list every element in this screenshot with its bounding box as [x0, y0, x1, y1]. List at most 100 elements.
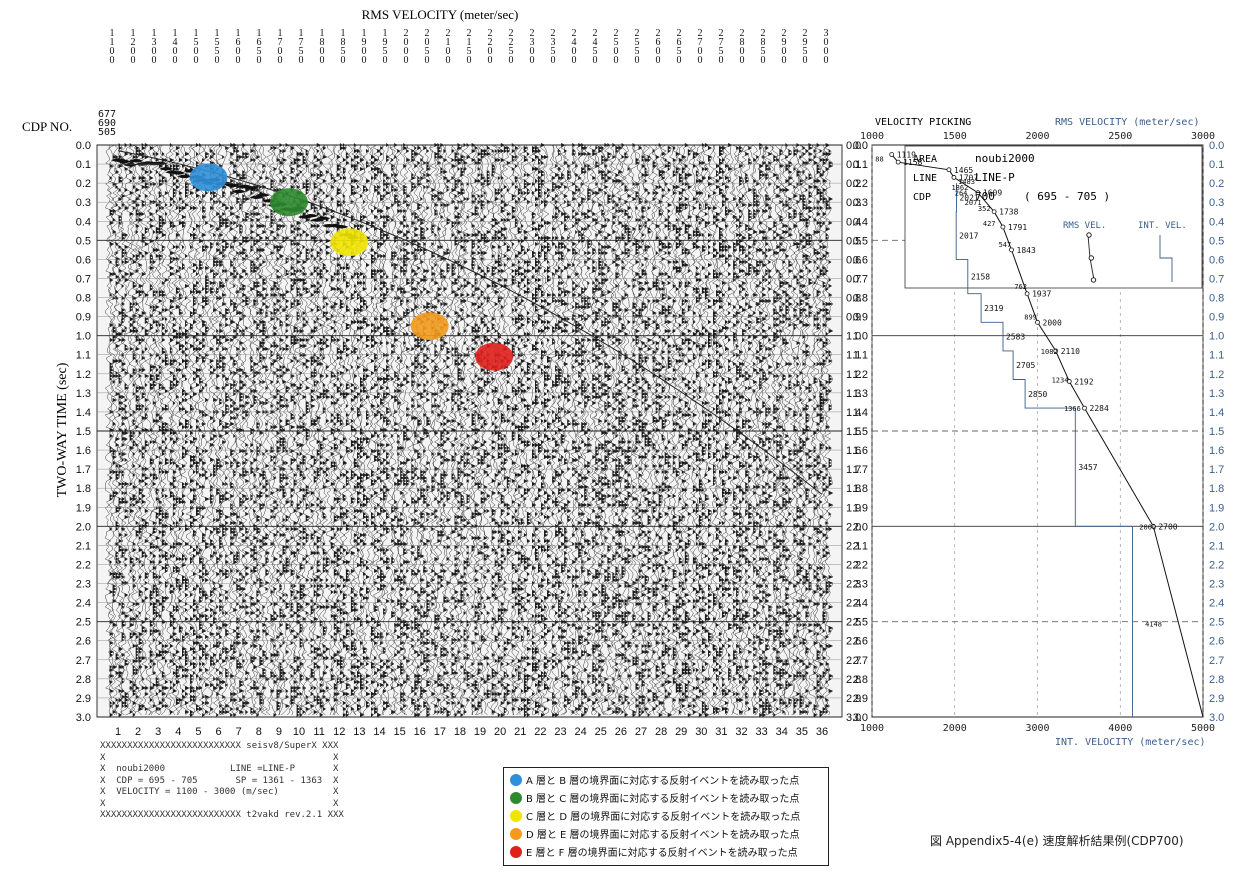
rms-tick-label: 2000 — [1025, 131, 1049, 142]
wiggle-trace-fill — [595, 146, 600, 702]
wiggle-trace — [489, 144, 500, 716]
top-axis-title: RMS VELOCITY (meter/sec) — [362, 7, 519, 22]
wiggle-trace-fill — [612, 143, 617, 714]
wiggle-trace-fill — [558, 149, 563, 663]
wiggle-trace — [274, 144, 285, 716]
trace-number-label: 36 — [816, 726, 828, 738]
legend-dot — [510, 773, 522, 786]
rms-pick-point — [895, 159, 901, 165]
picking-time-tick: 2.8 — [853, 674, 868, 686]
reflector-wavelet — [177, 174, 192, 179]
wiggle-trace-fill — [736, 146, 741, 702]
int-tick-label: 5000 — [1191, 723, 1215, 734]
legend-rms-label: RMS VEL. — [1063, 221, 1106, 231]
wiggle-trace-fill — [716, 164, 721, 714]
cdp-label: CDP NO. — [22, 119, 72, 134]
legend-text: A 層と B 層の境界面に対応する反射イベントを読み取った点 — [526, 776, 800, 787]
wiggle-trace-fill — [463, 143, 468, 714]
wiggle-trace-fill — [129, 143, 135, 714]
rms-tick-label: 2500 — [1108, 131, 1132, 142]
legend-item-c-d: C 層と D 層の境界面に対応する反射イベントを読み取った点 — [510, 807, 800, 824]
wiggle-trace-fill — [615, 146, 620, 714]
figure-caption: 図 Appendix5-4(e) 速度解析結果例(CDP700) — [930, 834, 1184, 848]
picking-time-tick-right: 0.1 — [1209, 159, 1224, 171]
time-tick-label: 2.4 — [846, 598, 861, 610]
wiggle-trace-fill — [152, 152, 158, 708]
time-tick-label: 2.7 — [846, 655, 861, 667]
wiggle-trace-fill — [124, 143, 129, 708]
wiggle-trace — [248, 144, 259, 716]
wiggle-trace — [455, 144, 466, 716]
wiggle-trace-fill — [121, 158, 126, 708]
wiggle-trace-fill — [748, 146, 753, 711]
wiggle-trace-fill — [773, 155, 778, 717]
time-tick-label: 2.3 — [846, 579, 861, 591]
wiggle-trace — [596, 144, 607, 716]
time-tick-label: 0.7 — [846, 273, 861, 285]
trace-number-label: 7 — [236, 726, 242, 738]
area-label: AREA — [913, 154, 937, 165]
picking-time-tick-right: 2.6 — [1209, 636, 1224, 648]
reflector-wavelet — [117, 159, 132, 164]
picking-time-tick: 0.0 — [853, 140, 868, 152]
wiggle-trace — [481, 144, 492, 716]
wiggle-trace-fill — [793, 149, 798, 714]
trace-number-label: 34 — [776, 726, 788, 738]
wiggle-trace-fill — [437, 143, 442, 714]
wiggle-trace — [708, 144, 718, 716]
wiggle-trace — [667, 144, 678, 716]
cdp-number: 677 — [98, 109, 116, 120]
rms-pick-label: 2192 — [1074, 377, 1093, 386]
picking-time-tick-right: 2.5 — [1209, 617, 1224, 629]
wiggle-trace — [763, 144, 774, 716]
wiggle-trace-fill — [135, 146, 141, 699]
wiggle-trace — [794, 144, 805, 716]
time-tick-label: 1.7 — [76, 464, 91, 476]
picking-time-tick: 0.7 — [853, 273, 868, 285]
wiggle-trace-fill — [511, 143, 516, 711]
picking-time-tick: 0.5 — [853, 235, 868, 247]
event-marker — [410, 312, 449, 341]
trace-number-label: 27 — [635, 726, 647, 738]
wiggle-trace-fill — [185, 152, 190, 714]
velocity-picking-panel: 0.0 0.0 0.1 0.1 0.2 0.2 0.3 0.3 0.4 0.4 0.5 0.5 0.6 0… — [853, 131, 1225, 734]
wiggle-trace-fill — [713, 191, 718, 714]
rms-pick-point — [1053, 348, 1059, 354]
picking-time-tick-right: 0.0 — [1209, 140, 1224, 152]
rms-pick-label: 2000 — [1043, 318, 1062, 327]
y-axis-label: TWO-WAY TIME (sec) — [55, 362, 70, 497]
wiggle-trace — [285, 144, 296, 716]
trace-number-label: 16 — [414, 726, 426, 738]
time-tick-label: 2.6 — [846, 636, 861, 648]
wiggle-trace-fill — [733, 197, 738, 696]
time-tick-label: 2.0 — [846, 521, 861, 533]
wiggle-trace-fill — [627, 167, 632, 705]
picking-title: VELOCITY PICKING — [875, 117, 971, 128]
trace-number-label: 26 — [615, 726, 627, 738]
interval-velocity-label: 2850 — [1028, 390, 1047, 399]
wiggle-trace — [171, 144, 181, 716]
wiggle-trace-fill — [466, 143, 471, 702]
wiggle-trace — [257, 144, 268, 716]
info-line: X VELOCITY = 1100 - 3000 (m/sec) X — [100, 787, 339, 797]
trace-number-label: 19 — [474, 726, 486, 738]
wiggle-trace-fill — [822, 152, 828, 714]
wiggle-trace-fill — [245, 152, 250, 714]
wiggle-trace — [110, 144, 121, 716]
time-tick-label: 2.7 — [76, 655, 91, 667]
time-axis-right: 0.0 0.1 0.2 0.3 0.4 0.5 0.6 0.7 0.8 0.9 1.0 1.1 1.2 1… — [846, 140, 861, 724]
wiggle-trace-fill — [411, 149, 416, 705]
time-tick-label: 0.1 — [846, 159, 861, 171]
picking-time-tick: 2.0 — [853, 521, 868, 533]
wiggle-trace — [593, 144, 604, 716]
wiggle-trace-fill — [460, 155, 465, 717]
